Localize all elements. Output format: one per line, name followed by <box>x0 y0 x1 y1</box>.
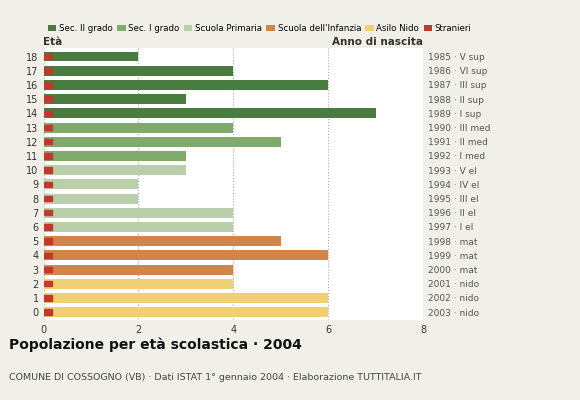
Bar <box>44 194 139 204</box>
Bar <box>44 182 52 187</box>
Bar <box>44 122 233 132</box>
Bar <box>44 295 52 301</box>
Bar <box>44 68 52 74</box>
Bar <box>44 238 52 244</box>
Bar <box>44 222 233 232</box>
Bar <box>44 125 52 130</box>
Bar <box>44 80 328 90</box>
Bar <box>44 137 281 147</box>
Bar <box>44 279 233 289</box>
Text: Età: Età <box>44 38 63 48</box>
Text: COMUNE DI COSSOGNO (VB) · Dati ISTAT 1° gennaio 2004 · Elaborazione TUTTITALIA.I: COMUNE DI COSSOGNO (VB) · Dati ISTAT 1° … <box>9 373 421 382</box>
Bar <box>44 139 52 144</box>
Bar <box>44 253 52 258</box>
Bar <box>44 153 52 159</box>
Bar <box>44 94 186 104</box>
Bar <box>44 267 52 272</box>
Bar <box>44 265 233 274</box>
Bar <box>44 224 52 230</box>
Bar <box>44 52 139 62</box>
Bar <box>44 293 328 303</box>
Bar <box>44 310 52 315</box>
Text: Popolazione per età scolastica · 2004: Popolazione per età scolastica · 2004 <box>9 338 302 352</box>
Bar <box>44 66 233 76</box>
Bar <box>44 210 52 216</box>
Bar <box>44 111 52 116</box>
Bar <box>44 236 281 246</box>
Bar <box>44 151 186 161</box>
Text: Anno di nascita: Anno di nascita <box>332 38 423 48</box>
Bar <box>44 82 52 88</box>
Bar <box>44 54 52 59</box>
Bar <box>44 196 52 201</box>
Legend: Sec. II grado, Sec. I grado, Scuola Primaria, Scuola dell'Infanzia, Asilo Nido, : Sec. II grado, Sec. I grado, Scuola Prim… <box>48 24 472 33</box>
Bar <box>44 165 186 175</box>
Bar <box>44 281 52 286</box>
Bar <box>44 307 328 317</box>
Bar <box>44 108 376 118</box>
Bar <box>44 208 233 218</box>
Bar <box>44 250 328 260</box>
Bar <box>44 179 139 189</box>
Bar <box>44 168 52 173</box>
Bar <box>44 96 52 102</box>
